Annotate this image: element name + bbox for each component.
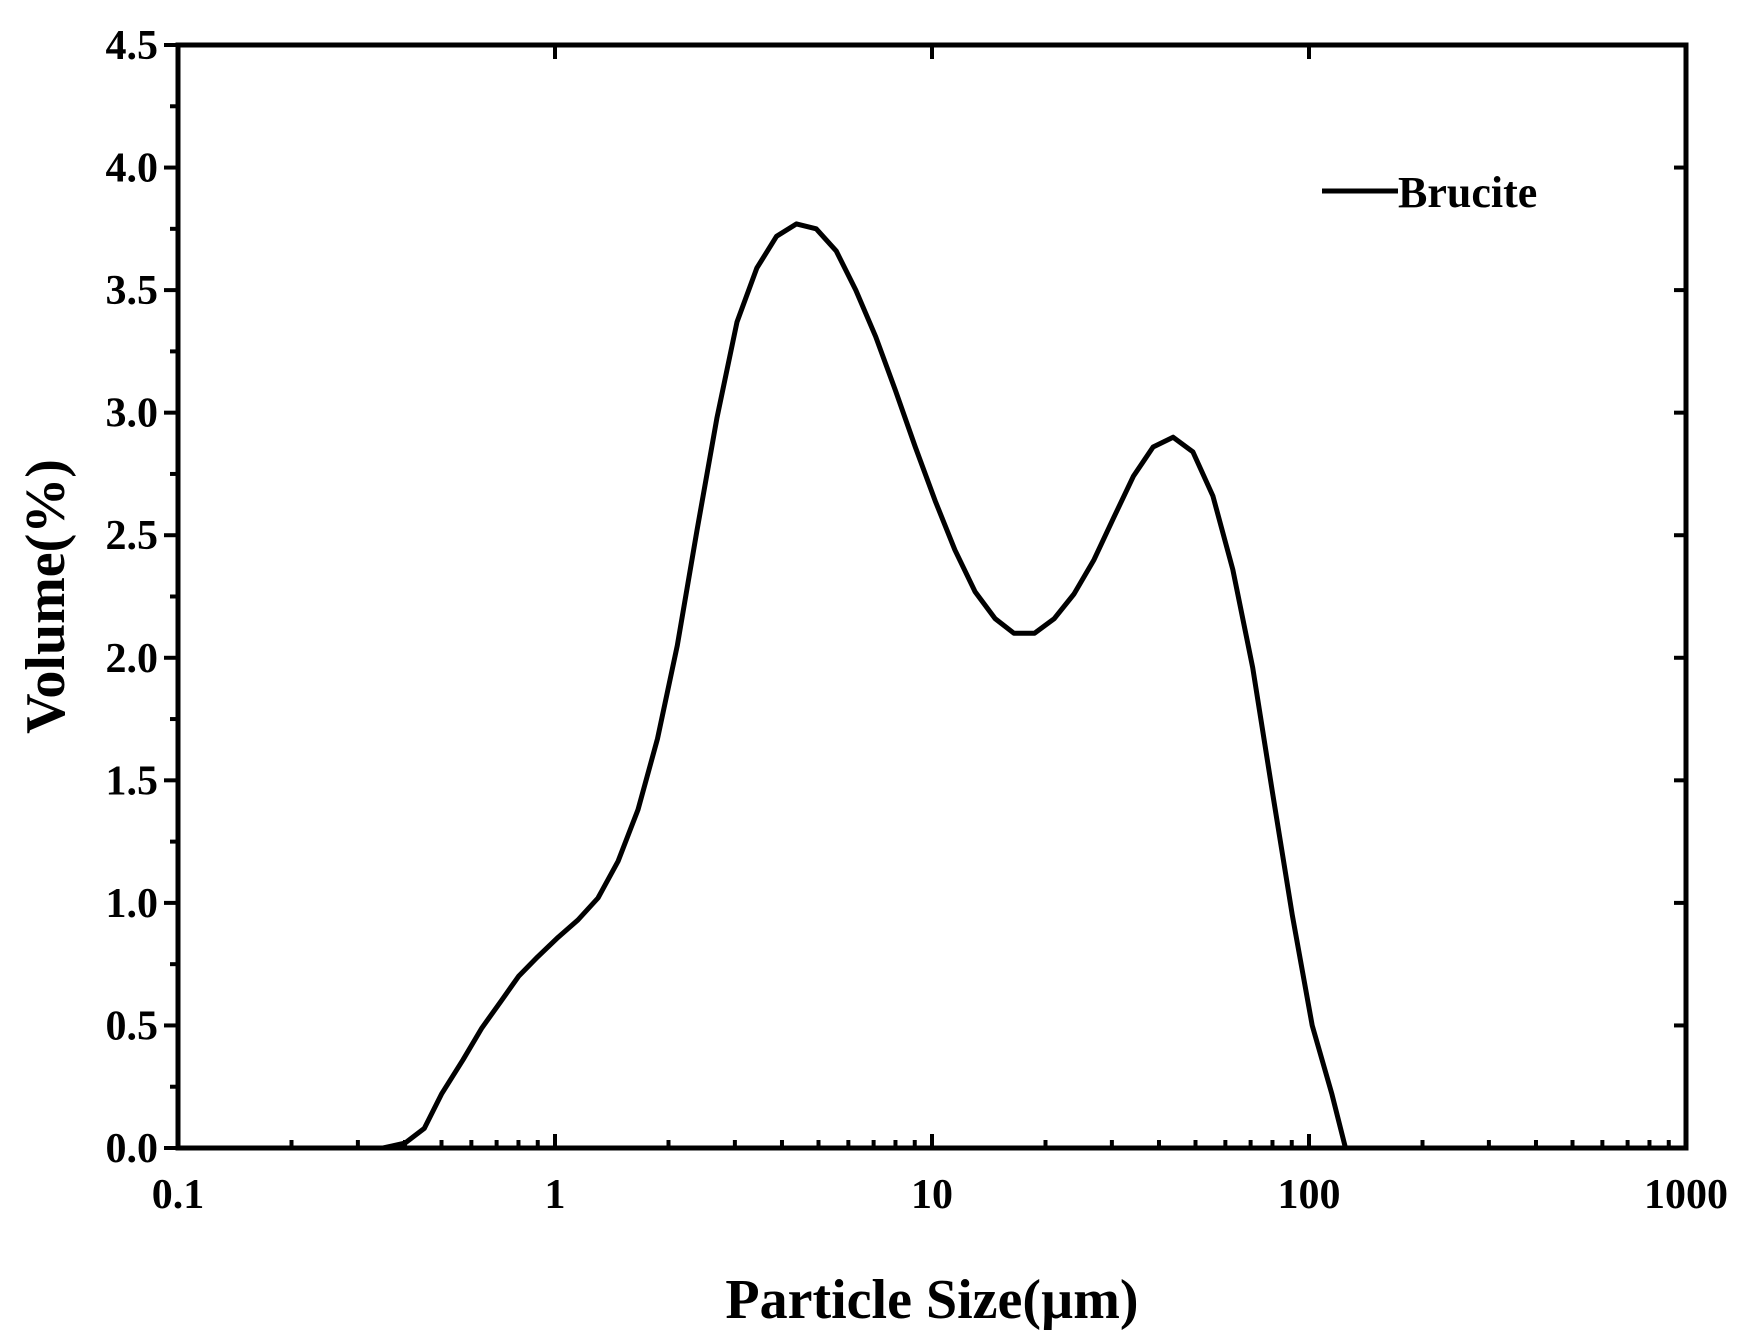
y-tick-label: 3.0	[106, 391, 159, 437]
y-tick-label: 1.0	[106, 881, 159, 927]
tick-labels: 0.1 1 10 100 1000 0.0 0.5 1.0 1.5 2.0 2.5 3.0 3.5 4.0…	[106, 23, 1729, 1218]
y-tick-label: 1.5	[106, 758, 159, 804]
legend: Brucite	[1322, 168, 1537, 217]
y-tick-label: 4.0	[106, 146, 159, 192]
y-tick-label: 0.0	[106, 1126, 159, 1172]
legend-label-brucite: Brucite	[1398, 168, 1537, 217]
series-line-brucite	[380, 221, 1348, 1151]
y-tick-label: 2.5	[106, 513, 159, 559]
x-tick-label: 100	[1278, 1172, 1341, 1218]
y-axis-title: Volume(%)	[15, 459, 77, 734]
y-tick-label: 0.5	[106, 1003, 159, 1049]
x-tick-label: 1	[545, 1172, 566, 1218]
y-tick-label: 4.5	[106, 23, 159, 69]
y-tick-label: 3.5	[106, 268, 159, 314]
x-tick-label: 10	[911, 1172, 953, 1218]
x-axis-title: Particle Size(µm)	[725, 1269, 1138, 1331]
x-tick-label: 1000	[1644, 1172, 1728, 1218]
plot-frame	[175, 42, 1689, 1151]
y-tick-label: 2.0	[106, 636, 159, 682]
x-tick-label: 0.1	[152, 1172, 205, 1218]
